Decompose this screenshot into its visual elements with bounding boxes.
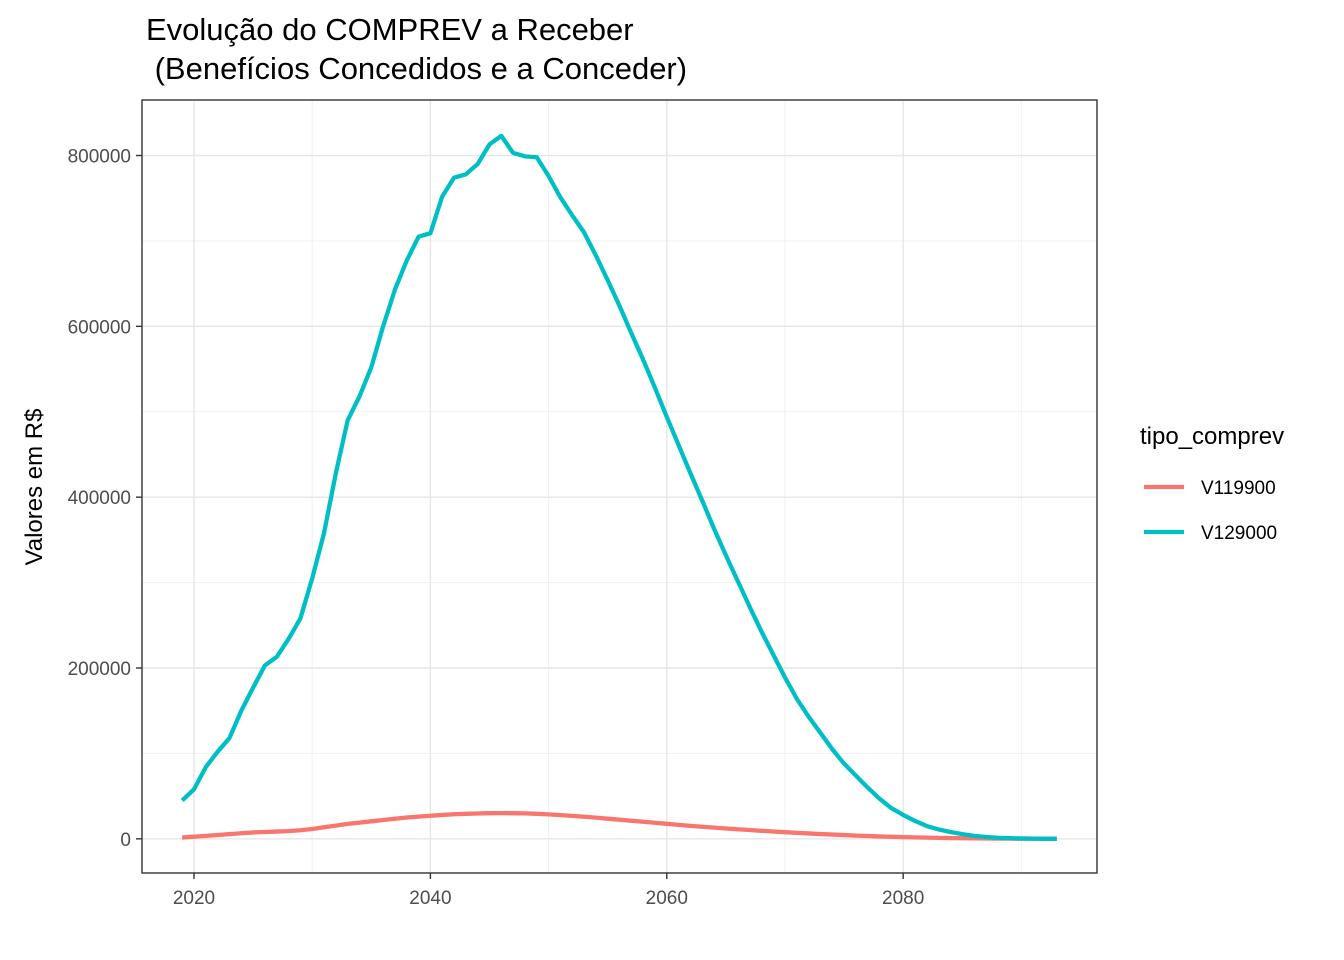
x-tick-label: 2020 — [173, 888, 215, 909]
legend-item-V119900: V119900 — [1144, 478, 1276, 499]
y-tick-label: 800000 — [68, 147, 131, 168]
legend-item-V129000: V129000 — [1144, 523, 1277, 544]
y-tick-label: 400000 — [68, 488, 131, 509]
series-lines — [180, 133, 1057, 841]
chart-title-line2: (Benefícios Concedidos e a Conceder) — [146, 51, 687, 86]
y-tick-label: 0 — [120, 830, 131, 851]
x-tick-label: 2080 — [882, 888, 924, 909]
y-axis-label: Valores em R$ — [21, 409, 48, 566]
y-tick-label: 200000 — [68, 659, 131, 680]
y-axis: 0 200000 400000 600000 800000 — [68, 147, 142, 851]
legend-title: tipo_comprev — [1140, 423, 1284, 450]
y-tick-label: 600000 — [68, 317, 131, 338]
x-tick-label: 2040 — [409, 888, 451, 909]
x-tick-label: 2060 — [646, 888, 688, 909]
minor-gridlines — [142, 100, 1097, 873]
legend-label: V129000 — [1201, 523, 1277, 544]
panel-border — [141, 99, 1098, 874]
x-axis: 2020 2040 2060 2080 — [173, 873, 924, 909]
series-line-V119900 — [182, 810, 1057, 841]
plot-panel — [142, 100, 1097, 873]
chart-title-line1: Evolução do COMPREV a Receber — [146, 12, 634, 47]
series-line-V129000 — [180, 133, 1057, 841]
legend: tipo_comprev V119900 V129000 — [1140, 423, 1284, 544]
legend-label: V119900 — [1201, 478, 1276, 499]
